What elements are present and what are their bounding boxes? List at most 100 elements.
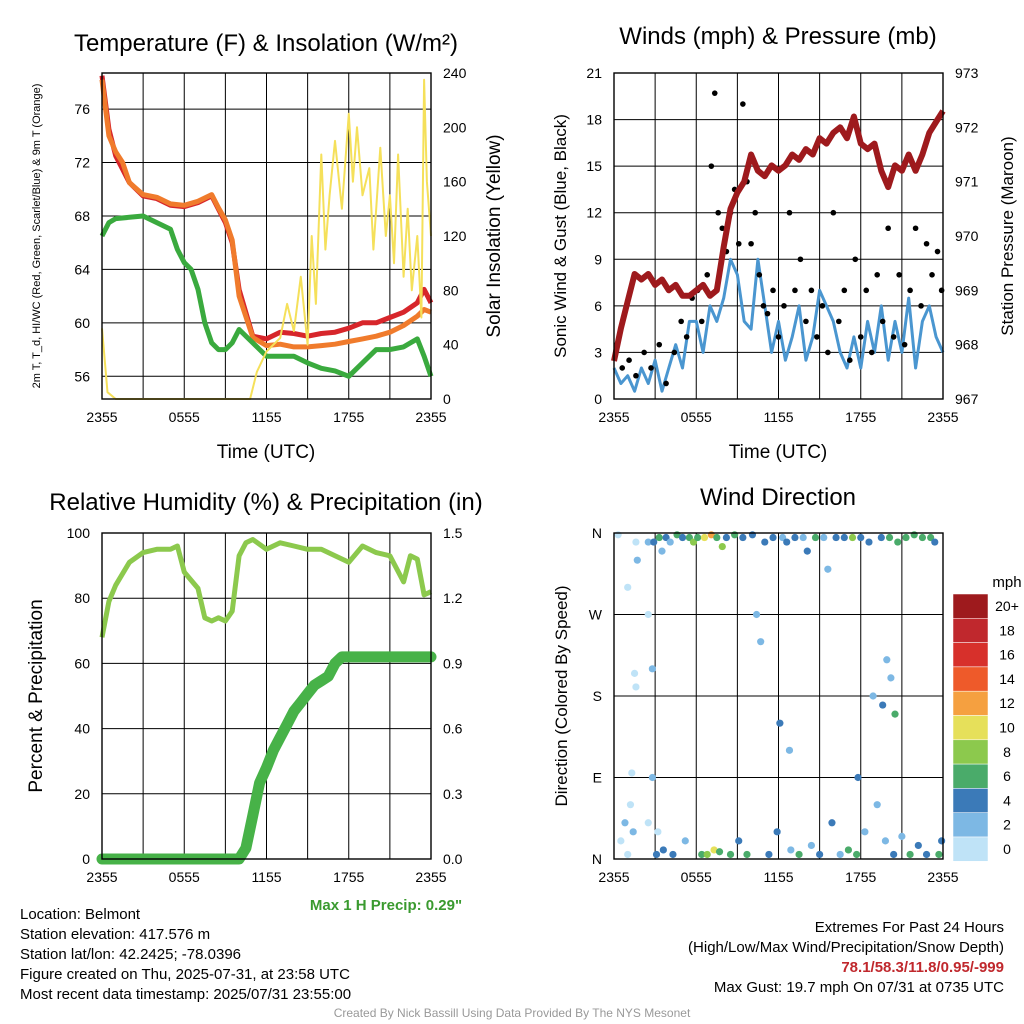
direction-point <box>658 547 666 555</box>
gust-point <box>786 209 793 216</box>
direction-point <box>648 773 656 782</box>
y-tick-label: 40 <box>74 721 90 737</box>
direction-point <box>828 819 836 827</box>
gust-point <box>792 287 798 294</box>
x-tick-label: 2355 <box>927 869 958 885</box>
direction-point <box>894 538 902 546</box>
direction-point <box>857 533 865 542</box>
legend-label: 8 <box>1003 744 1011 760</box>
direction-point <box>844 846 853 854</box>
direction-point <box>681 837 689 845</box>
gust-point <box>857 334 864 340</box>
gust-point <box>918 303 924 309</box>
gust-point <box>764 310 771 317</box>
y2-tick-label: 968 <box>955 337 979 353</box>
plot-frame <box>101 532 432 860</box>
x-tick-label: 0555 <box>681 869 712 885</box>
plot-frame <box>613 72 944 400</box>
plot-frame <box>101 72 432 400</box>
direction-point <box>769 533 777 542</box>
gust-point <box>825 349 831 356</box>
x-axis-label: Time (UTC) <box>729 442 828 463</box>
direction-point <box>803 547 811 555</box>
data-timestamp: Most recent data timestamp: 2025/07/31 2… <box>20 986 352 1003</box>
gust-point <box>890 334 897 340</box>
y2-tick-label: 240 <box>443 65 467 81</box>
legend-label: 18 <box>999 622 1015 638</box>
direction-point <box>722 533 731 542</box>
gust-point <box>819 303 826 309</box>
y-tick-label: 21 <box>586 65 602 81</box>
direction-point <box>731 531 739 539</box>
direction-point <box>773 828 781 836</box>
gust-point <box>748 240 754 247</box>
y2-tick-label: 0.3 <box>443 786 463 802</box>
direction-point <box>621 819 629 827</box>
direction-point <box>853 850 861 859</box>
legend-label: 12 <box>999 695 1015 711</box>
direction-point <box>644 819 652 827</box>
max-precip-annotation: Max 1 H Precip: 0.29" <box>310 897 462 914</box>
gust-point <box>912 225 919 232</box>
gust-point <box>760 303 767 309</box>
direction-point <box>887 674 895 682</box>
y2-tick-label: 967 <box>955 391 979 407</box>
x-tick-label: 2355 <box>927 409 958 425</box>
direction-point <box>700 533 709 542</box>
gust-point <box>735 240 742 247</box>
direction-point <box>614 531 622 539</box>
direction-point <box>914 841 922 850</box>
y-tick-label: 60 <box>74 315 90 331</box>
gust-point <box>626 357 632 363</box>
direction-point <box>791 533 799 542</box>
x-tick-label: 1755 <box>845 409 876 425</box>
credit-line: Created By Nick Bassill Using Data Provi… <box>333 1006 691 1020</box>
gust-point <box>711 90 718 96</box>
direction-point <box>644 610 652 619</box>
direction-point <box>783 538 791 546</box>
direction-point <box>776 719 784 727</box>
direction-point <box>710 846 718 854</box>
gust-point <box>808 287 815 294</box>
y-tick-label: 60 <box>74 655 90 671</box>
direction-point <box>840 533 848 542</box>
x-tick-label: 1155 <box>251 409 281 425</box>
direction-point <box>757 638 765 646</box>
y-tick-label: 72 <box>74 155 90 171</box>
direction-point <box>698 850 706 859</box>
station-info: Location: Belmont Station elevation: 417… <box>20 905 351 1005</box>
t-d-line <box>99 213 434 379</box>
direction-point <box>628 769 636 777</box>
direction-point <box>854 773 862 782</box>
gust-point <box>797 256 804 263</box>
x-tick-label: 1155 <box>763 869 793 885</box>
gust-point <box>775 334 782 340</box>
direction-point <box>752 610 761 619</box>
wind-direction-panel: Wind Direction Direction (Colored By Spe… <box>552 484 1022 885</box>
direction-point <box>861 828 869 836</box>
gust-point <box>846 357 853 363</box>
legend-label: 10 <box>999 720 1015 736</box>
gust-point <box>841 287 848 294</box>
panel-title: Relative Humidity (%) & Precipitation (i… <box>49 489 482 516</box>
y2-tick-label: 0.6 <box>443 721 463 737</box>
x-tick-label: 2355 <box>415 409 446 425</box>
legend-title: mph <box>992 574 1021 591</box>
direction-point <box>938 837 946 845</box>
legend-swatch <box>952 788 989 813</box>
y-tick-label: 100 <box>67 525 91 541</box>
x-tick-label: 1155 <box>251 869 281 885</box>
station-location: Location: Belmont <box>20 906 141 923</box>
direction-point <box>890 850 898 859</box>
y-tick-label: 3 <box>594 344 602 360</box>
y2-tick-label: 0 <box>443 391 451 407</box>
temperature-panel: Temperature (F) & Insolation (W/m²) Time… <box>31 30 505 463</box>
y-tick-label: 0 <box>82 851 90 867</box>
direction-point <box>922 850 931 859</box>
direction-point <box>883 656 891 664</box>
gust-point <box>656 341 663 348</box>
sonic-wind-line <box>612 257 945 393</box>
y2-tick-label: 160 <box>443 174 467 190</box>
direction-point <box>785 746 794 754</box>
direction-point <box>787 846 795 854</box>
